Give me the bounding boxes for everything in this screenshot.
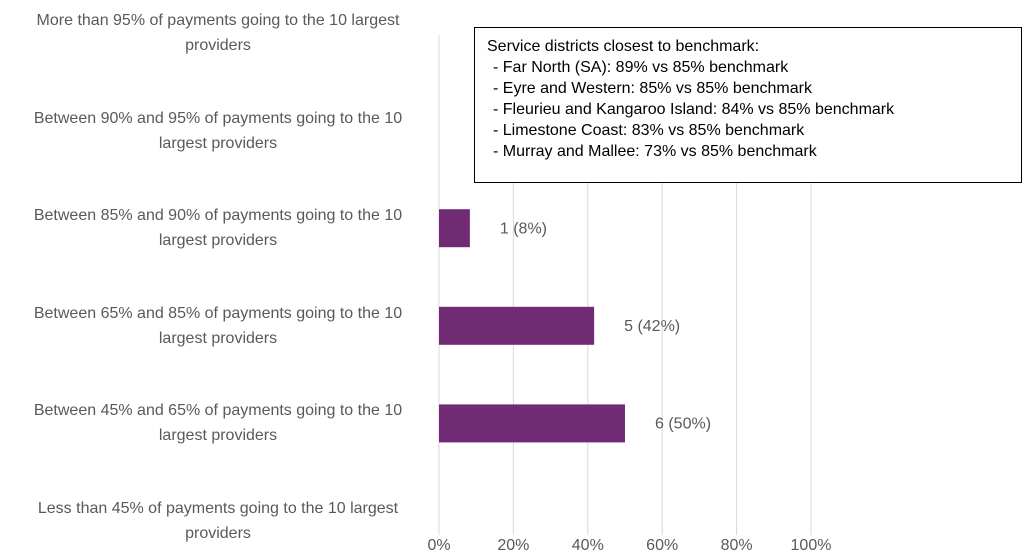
x-tick-label: 40% — [572, 537, 604, 553]
x-tick-label: 100% — [791, 537, 832, 553]
y-tick-label: Less than 45% of payments going to the 1… — [37, 500, 399, 542]
x-tick-label: 80% — [721, 537, 753, 553]
x-tick-label: 0% — [427, 537, 450, 553]
data-label: 5 (42%) — [624, 318, 680, 335]
data-label: 6 (50%) — [655, 416, 711, 433]
x-tick-label: 20% — [497, 537, 529, 553]
annotation-title: Service districts closest to benchmark: — [487, 38, 760, 55]
annotation-box: Service districts closest to benchmark: … — [474, 27, 1022, 183]
bar — [439, 209, 470, 248]
y-tick-label: More than 95% of payments going to the 1… — [36, 12, 400, 54]
annotation-line: - Eyre and Western: 85% vs 85% benchmark — [493, 80, 812, 97]
y-tick-label: Between 90% and 95% of payments going to… — [33, 109, 403, 152]
data-label: 1 (8%) — [500, 220, 547, 237]
y-tick-label: Between 65% and 85% of payments going to… — [33, 304, 403, 347]
annotation-line: - Far North (SA): 89% vs 85% benchmark — [493, 59, 789, 76]
annotation-line: - Fleurieu and Kangaroo Island: 84% vs 8… — [493, 101, 895, 118]
bar — [439, 306, 595, 345]
y-tick-label: Between 85% and 90% of payments going to… — [33, 207, 403, 250]
annotation-line: - Murray and Mallee: 73% vs 85% benchmar… — [493, 143, 817, 160]
bar — [439, 404, 625, 443]
y-tick-label: Between 45% and 65% of payments going to… — [33, 402, 403, 445]
annotation-line: - Limestone Coast: 83% vs 85% benchmark — [493, 122, 805, 139]
x-tick-label: 60% — [646, 537, 678, 553]
